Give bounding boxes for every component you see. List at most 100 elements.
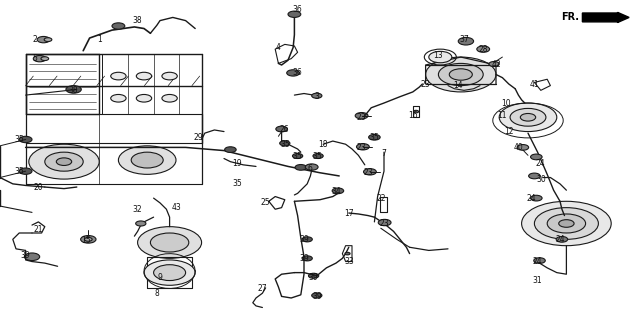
- Circle shape: [287, 70, 300, 76]
- Circle shape: [534, 258, 545, 263]
- Text: 11: 11: [498, 111, 507, 120]
- Text: 3: 3: [314, 92, 319, 101]
- Text: 35: 35: [292, 152, 303, 161]
- Text: 18: 18: [319, 140, 328, 149]
- Text: 1: 1: [97, 35, 102, 44]
- Text: 39: 39: [308, 273, 319, 282]
- Circle shape: [144, 260, 195, 285]
- Text: 43: 43: [171, 203, 181, 212]
- Text: 30: 30: [536, 175, 546, 184]
- Circle shape: [280, 141, 290, 146]
- Text: 2: 2: [33, 35, 38, 44]
- Text: 38: 38: [68, 86, 79, 95]
- Circle shape: [41, 57, 49, 61]
- Circle shape: [19, 136, 32, 143]
- Text: 24: 24: [536, 159, 546, 168]
- Circle shape: [510, 108, 546, 126]
- Text: 5: 5: [33, 54, 38, 63]
- Text: 12: 12: [504, 127, 513, 136]
- Text: 42: 42: [491, 61, 501, 69]
- Text: 20: 20: [33, 183, 44, 191]
- Text: 36: 36: [292, 68, 303, 77]
- Text: 13: 13: [433, 51, 444, 60]
- Text: 40: 40: [513, 143, 524, 152]
- Circle shape: [312, 93, 322, 98]
- Text: 33: 33: [344, 257, 354, 266]
- Text: 23: 23: [379, 219, 389, 228]
- Text: 23: 23: [356, 113, 367, 122]
- Circle shape: [332, 188, 344, 194]
- Text: 24: 24: [532, 257, 543, 266]
- Circle shape: [288, 11, 301, 17]
- Circle shape: [369, 134, 380, 140]
- Text: 17: 17: [344, 210, 354, 218]
- Text: 23: 23: [363, 168, 373, 177]
- Circle shape: [138, 227, 202, 258]
- Circle shape: [305, 164, 318, 170]
- Text: 25: 25: [260, 198, 271, 207]
- Circle shape: [150, 233, 189, 252]
- Text: 16: 16: [408, 111, 418, 120]
- Circle shape: [81, 236, 96, 243]
- Circle shape: [162, 72, 177, 80]
- Circle shape: [302, 237, 312, 242]
- Circle shape: [225, 147, 236, 152]
- Circle shape: [520, 113, 536, 121]
- Circle shape: [24, 253, 40, 261]
- Text: 39: 39: [299, 254, 309, 263]
- Text: 37: 37: [459, 35, 469, 44]
- Text: 21: 21: [34, 225, 43, 234]
- Circle shape: [295, 165, 307, 170]
- Text: FR.: FR.: [561, 12, 579, 23]
- Text: 22: 22: [376, 194, 385, 203]
- Text: 39: 39: [299, 235, 309, 244]
- Text: 35: 35: [369, 133, 380, 142]
- Circle shape: [111, 72, 126, 80]
- Text: 9: 9: [157, 273, 163, 282]
- Circle shape: [499, 103, 557, 132]
- Circle shape: [162, 94, 177, 102]
- Text: 23: 23: [420, 80, 431, 88]
- Circle shape: [56, 158, 72, 165]
- Text: 26: 26: [280, 126, 290, 134]
- Circle shape: [45, 152, 83, 171]
- Circle shape: [413, 110, 419, 113]
- Text: 10: 10: [500, 99, 511, 107]
- Circle shape: [136, 221, 146, 226]
- Text: 4: 4: [276, 43, 281, 52]
- Circle shape: [131, 152, 163, 168]
- Circle shape: [302, 256, 312, 261]
- Circle shape: [449, 69, 472, 80]
- Text: 35: 35: [280, 140, 290, 149]
- Circle shape: [517, 145, 529, 150]
- Text: 39: 39: [20, 251, 31, 260]
- Text: 32: 32: [132, 205, 143, 214]
- Circle shape: [292, 153, 303, 158]
- Circle shape: [276, 126, 287, 132]
- Circle shape: [522, 201, 611, 246]
- Circle shape: [547, 214, 586, 233]
- Text: 15: 15: [81, 236, 92, 245]
- Text: 29: 29: [193, 133, 204, 142]
- Circle shape: [426, 57, 496, 92]
- Text: 35: 35: [14, 135, 24, 144]
- Text: 14: 14: [452, 81, 463, 90]
- Circle shape: [438, 63, 483, 86]
- Circle shape: [531, 154, 542, 160]
- Circle shape: [345, 252, 350, 255]
- Circle shape: [66, 86, 81, 93]
- Text: 35: 35: [232, 179, 242, 188]
- Circle shape: [378, 219, 391, 226]
- Circle shape: [19, 168, 32, 174]
- Text: 7: 7: [381, 149, 387, 158]
- Text: 27: 27: [257, 284, 268, 293]
- Text: 28: 28: [479, 45, 488, 54]
- Circle shape: [477, 46, 490, 52]
- Text: 8: 8: [154, 289, 159, 298]
- Circle shape: [111, 94, 126, 102]
- Text: 36: 36: [292, 5, 303, 14]
- Circle shape: [529, 173, 540, 179]
- Circle shape: [559, 220, 574, 227]
- Text: 31: 31: [532, 276, 543, 285]
- Text: 35: 35: [312, 152, 322, 161]
